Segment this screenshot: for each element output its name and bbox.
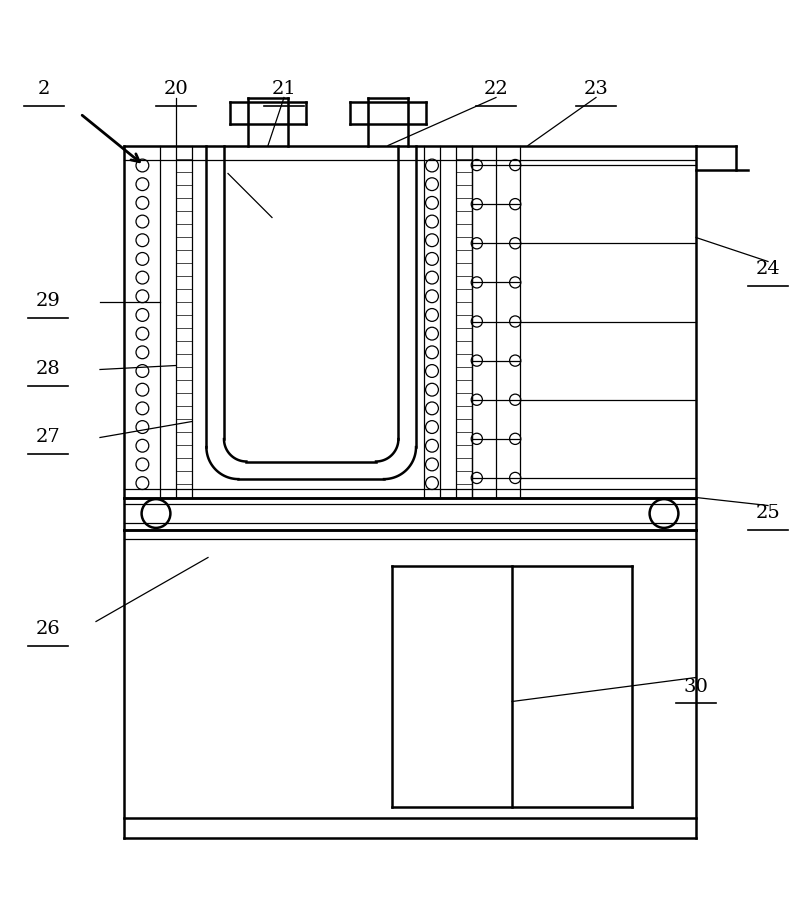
Text: 27: 27 xyxy=(36,428,60,447)
Text: 30: 30 xyxy=(683,678,709,696)
Text: 23: 23 xyxy=(583,80,609,99)
Text: 2: 2 xyxy=(38,80,50,99)
Text: 26: 26 xyxy=(36,620,60,639)
Text: 20: 20 xyxy=(164,80,188,99)
Text: 21: 21 xyxy=(272,80,296,99)
Text: 28: 28 xyxy=(36,361,60,378)
Text: 22: 22 xyxy=(484,80,508,99)
Text: 24: 24 xyxy=(756,260,780,279)
Text: 29: 29 xyxy=(35,293,61,310)
Text: 25: 25 xyxy=(756,505,780,522)
